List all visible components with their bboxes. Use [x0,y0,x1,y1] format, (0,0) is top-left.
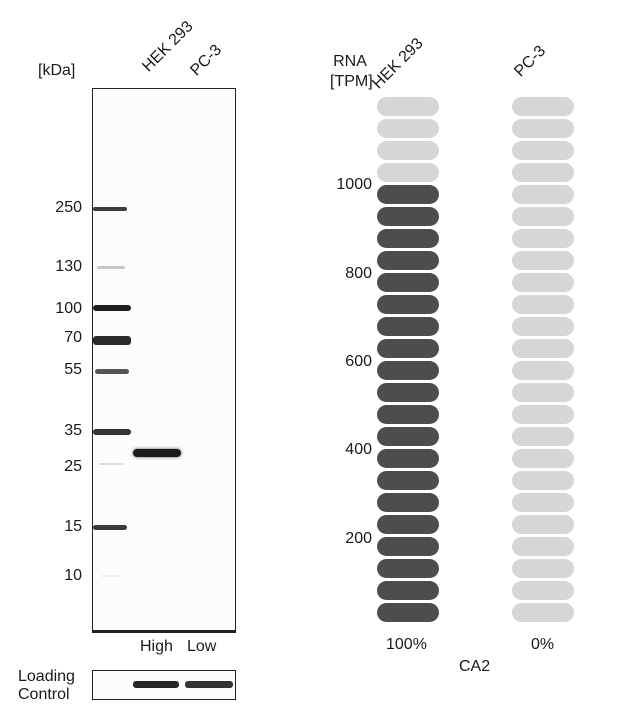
rna-column-label-hek293: HEK 293 [369,34,427,93]
rna-column-label-pc3: PC-3 [511,42,550,81]
rna-pc3-pill [512,207,574,226]
mw-label-25: 25 [64,458,82,475]
rna-hek293-pill [377,537,439,556]
rna-hek293-pill [377,471,439,490]
rna-hek293-pill [377,339,439,358]
rna-pc3-pill [512,515,574,534]
marker-band-55 [95,369,129,374]
rna-pc3-pill [512,185,574,204]
rna-hek293-pill [377,581,439,600]
loading-control-line-1: Loading [18,668,75,685]
rna-hek293-pill [377,559,439,578]
expression-label-low: Low [187,638,217,655]
rna-hek293-pill [377,427,439,446]
rna-hek293-pill [377,383,439,402]
rna-hek293-pill [377,185,439,204]
blot-membrane [92,88,236,633]
rna-header-line-2: [TPM] [330,73,373,90]
rna-hek293-pill [377,207,439,226]
marker-band-25 [99,463,123,465]
rna-tick-1000: 1000 [336,176,372,193]
rna-pc3-pill [512,141,574,160]
rna-hek293-pill [377,141,439,160]
rna-tick-200: 200 [345,530,372,547]
rna-column-pc3 [512,97,574,625]
rna-hek293-pill [377,229,439,248]
rna-percent-pc3: 0% [531,636,555,653]
kda-unit-label: [kDa] [38,62,76,79]
rna-hek293-pill [377,361,439,380]
rna-pc3-pill [512,251,574,270]
loading-band-pc3 [185,681,233,688]
rna-pc3-pill [512,119,574,138]
marker-band-250 [93,207,127,211]
gene-label: CA2 [459,658,491,675]
lane-label-pc3: PC-3 [187,41,226,80]
marker-band-15 [93,525,127,530]
rna-hek293-pill [377,119,439,138]
rna-pc3-pill [512,339,574,358]
marker-band-35 [93,429,131,435]
rna-pc3-pill [512,581,574,600]
rna-pc3-pill [512,163,574,182]
rna-tick-400: 400 [345,441,372,458]
rna-pc3-pill [512,559,574,578]
rna-pc3-pill [512,361,574,380]
rna-pc3-pill [512,273,574,292]
rna-header: RNA [TPM] [330,52,373,92]
rna-pc3-pill [512,603,574,622]
rna-header-line-1: RNA [333,53,367,70]
rna-column-hek293 [377,97,439,625]
loading-control-label: Loading Control [18,668,75,704]
mw-label-15: 15 [64,518,82,535]
rna-pc3-pill [512,97,574,116]
rna-hek293-pill [377,515,439,534]
rna-tick-800: 800 [345,265,372,282]
marker-band-70 [93,336,131,345]
rna-hek293-pill [377,97,439,116]
rna-pc3-pill [512,471,574,490]
rna-hek293-pill [377,163,439,182]
rna-hek293-pill [377,603,439,622]
mw-label-100: 100 [55,300,82,317]
rna-pc3-pill [512,295,574,314]
rna-pc3-pill [512,449,574,468]
rna-pc3-pill [512,427,574,446]
rna-hek293-pill [377,251,439,270]
rna-pc3-pill [512,537,574,556]
loading-control-line-2: Control [18,686,70,703]
mw-label-10: 10 [64,567,82,584]
rna-pc3-pill [512,317,574,336]
mw-label-250: 250 [55,199,82,216]
rna-pc3-pill [512,229,574,248]
mw-label-35: 35 [64,422,82,439]
marker-band-10 [101,575,121,577]
rna-pc3-pill [512,405,574,424]
mw-label-130: 130 [55,258,82,275]
rna-hek293-pill [377,493,439,512]
rna-hek293-pill [377,273,439,292]
loading-control-blot [92,670,236,700]
rna-tick-600: 600 [345,353,372,370]
rna-pc3-pill [512,383,574,402]
rna-hek293-pill [377,405,439,424]
sample-band-hek293 [133,449,181,457]
marker-band-130 [97,266,125,269]
rna-percent-hek293: 100% [386,636,427,653]
loading-band-hek293 [133,681,179,688]
rna-hek293-pill [377,449,439,468]
rna-pc3-pill [512,493,574,512]
mw-label-55: 55 [64,361,82,378]
mw-label-70: 70 [64,329,82,346]
expression-label-high: High [140,638,173,655]
rna-hek293-pill [377,317,439,336]
marker-band-100 [93,305,131,311]
rna-hek293-pill [377,295,439,314]
